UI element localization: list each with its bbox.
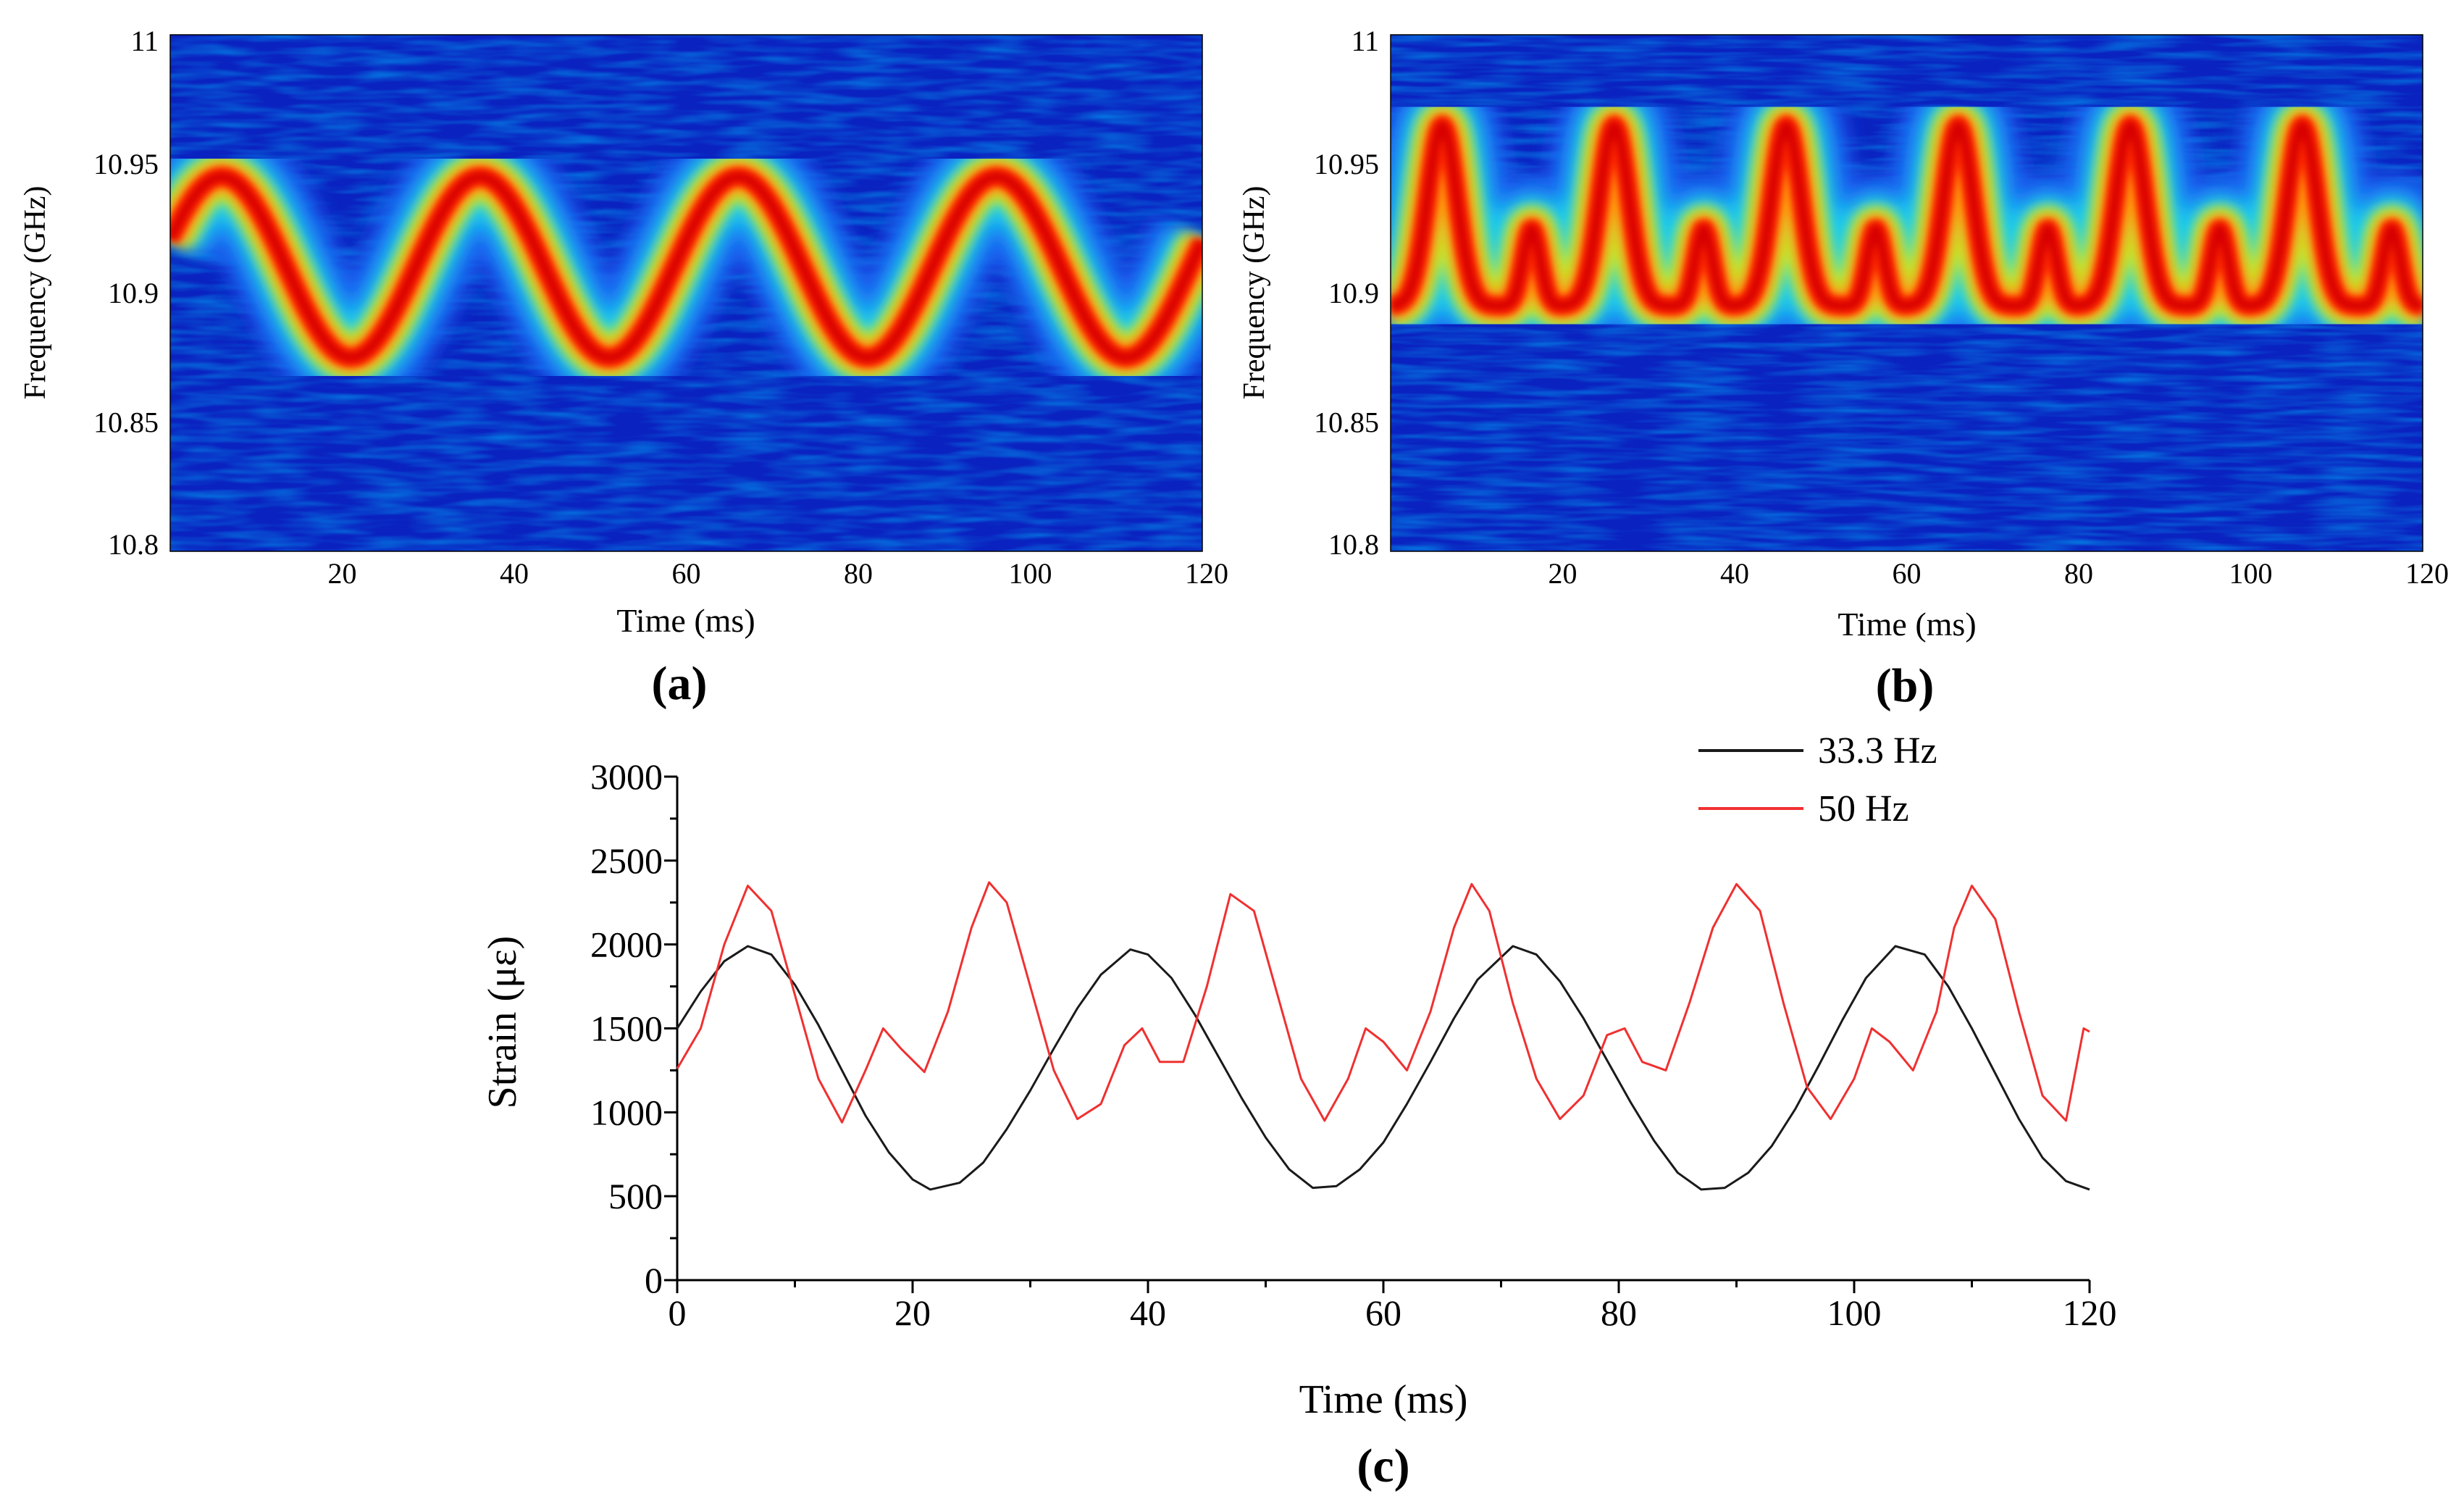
line-chart-c-y-tick-label: 500 — [608, 1176, 663, 1216]
line-chart-c-x-tick-label: 120 — [2063, 1292, 2117, 1333]
heatmap-a: 20 40 60 80 100 120 10.8 10.85 10.9 10.95 11 Time … — [19, 25, 1228, 710]
line-chart-c-x-tick-label: 80 — [1601, 1292, 1637, 1333]
line-chart-c-x-tick-label: 100 — [1827, 1292, 1882, 1333]
heatmap-b-x-tick-label: 120 — [2405, 557, 2449, 590]
legend-label-50hz: 50 Hz — [1818, 788, 1909, 830]
heatmap-b-y-tick-label: 10.9 — [1328, 277, 1379, 309]
line-chart-c-xlabel: Time (ms) — [1299, 1377, 1468, 1422]
heatmap-a-ylabel: Frequency (GHz) — [19, 185, 52, 399]
panel-label-c: (c) — [1357, 1440, 1409, 1492]
heatmap-a-x-tick-label: 20 — [328, 557, 357, 590]
line-chart-c-y-tick-label: 3000 — [590, 756, 663, 797]
line-chart-c: 0 20 40 60 80 100 120050010001500200025003000 … — [480, 730, 2117, 1492]
heatmap-a-axes: 20 40 60 80 100 120 10.8 10.85 10.9 10.95 11 — [93, 25, 1228, 590]
heatmap-a-plot-area — [170, 35, 1202, 551]
heatmap-b-y-tick-label: 10.95 — [1314, 148, 1379, 180]
line-chart-c-y-tick-label: 0 — [645, 1260, 663, 1300]
line-chart-c-x-tick-label: 60 — [1365, 1292, 1401, 1333]
heatmap-a-x-tick-label: 40 — [500, 557, 529, 590]
line-chart-c-y-tick-label: 2000 — [590, 924, 663, 965]
line-chart-c-y-tick-label: 1000 — [590, 1092, 663, 1132]
heatmap-a-y-tick-label: 11 — [130, 25, 159, 57]
series-line-33hz — [676, 945, 2090, 1191]
heatmap-a-x-tick-label: 100 — [1009, 557, 1052, 590]
heatmap-b-x-tick-label: 100 — [2229, 557, 2273, 590]
line-chart-c-legend: 33.3 Hz 50 Hz — [1698, 730, 1937, 830]
heatmap-b: 20 40 60 80 100 120 10.8 10.85 10.9 10.95 11 Time … — [1238, 25, 2449, 712]
heatmap-b-x-tick-label: 20 — [1549, 557, 1577, 590]
heatmap-b-x-tick-label: 80 — [2064, 557, 2093, 590]
line-chart-c-x-tick-label: 40 — [1130, 1292, 1166, 1333]
heatmap-b-ridge-core — [1391, 120, 2423, 312]
series-line-50hz — [676, 881, 2090, 1124]
heatmap-a-ridge-core — [170, 172, 1202, 363]
heatmap-a-y-tick-label: 10.85 — [93, 406, 159, 438]
heatmap-b-ylabel: Frequency (GHz) — [1238, 185, 1271, 399]
heatmap-b-y-tick-label: 10.85 — [1314, 406, 1379, 438]
heatmap-a-y-tick-label: 10.9 — [108, 277, 159, 309]
heatmap-a-x-tick-label: 120 — [1185, 557, 1228, 590]
heatmap-a-x-tick-label: 80 — [844, 557, 873, 590]
heatmap-b-y-tick-label: 11 — [1351, 25, 1379, 57]
heatmap-b-plot-area — [1391, 35, 2423, 551]
line-chart-c-axes: 0 20 40 60 80 100 120 0 500 1000 1500 2000 2500 3000 — [590, 756, 2117, 1333]
heatmap-a-y-tick-label: 10.8 — [108, 528, 159, 561]
line-chart-c-ylabel: Strain (με) — [480, 936, 525, 1109]
heatmap-b-ridge — [1391, 70, 2423, 361]
legend-label-33hz: 33.3 Hz — [1818, 730, 1937, 772]
heatmap-a-frame — [169, 34, 1203, 552]
heatmap-b-axes: 20 40 60 80 100 120 10.8 10.85 10.9 10.95 11 — [1314, 25, 2449, 590]
heatmap-a-y-tick-label: 10.95 — [93, 148, 159, 180]
line-chart-c-y-tick-label: 1500 — [590, 1008, 663, 1049]
heatmap-a-ridge — [170, 122, 1202, 412]
heatmap-a-xlabel: Time (ms) — [616, 602, 755, 639]
heatmap-b-frame — [1390, 34, 2423, 552]
line-chart-c-x-tick-label: 0 — [669, 1292, 687, 1333]
line-chart-c-y-tick-label: 2500 — [590, 840, 663, 881]
heatmap-b-x-tick-label: 40 — [1720, 557, 1749, 590]
heatmap-b-y-tick-label: 10.8 — [1328, 528, 1379, 561]
line-chart-c-x-tick-label: 20 — [894, 1292, 931, 1333]
panel-label-a: (a) — [652, 657, 708, 710]
heatmap-b-x-tick-label: 60 — [1893, 557, 1922, 590]
heatmap-a-x-tick-label: 60 — [672, 557, 701, 590]
panel-label-b: (b) — [1876, 659, 1935, 712]
heatmap-b-xlabel: Time (ms) — [1837, 606, 1976, 643]
line-chart-c-series — [676, 881, 2090, 1191]
